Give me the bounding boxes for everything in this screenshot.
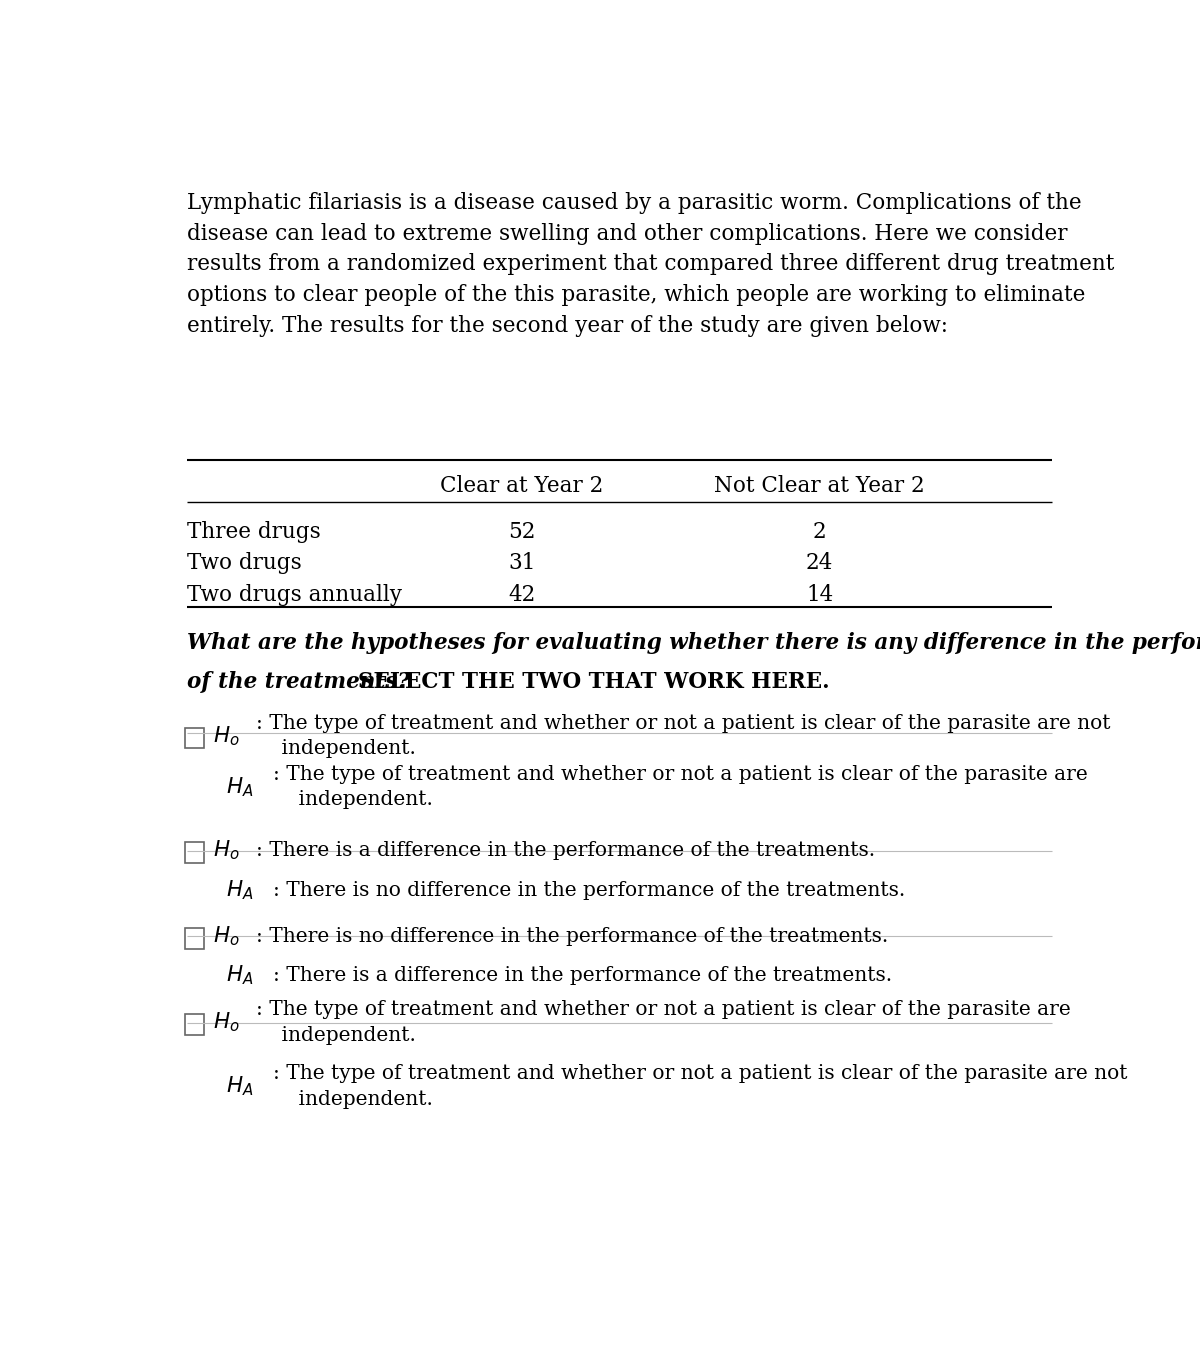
Text: : There is a difference in the performance of the treatments.: : There is a difference in the performan… bbox=[256, 841, 875, 860]
Text: 31: 31 bbox=[509, 552, 535, 574]
Text: : The type of treatment and whether or not a patient is clear of the parasite ar: : The type of treatment and whether or n… bbox=[272, 1064, 1127, 1109]
Text: $H_A$: $H_A$ bbox=[227, 964, 253, 987]
Text: SELECT THE TWO THAT WORK HERE.: SELECT THE TWO THAT WORK HERE. bbox=[343, 672, 830, 693]
Text: $H_A$: $H_A$ bbox=[227, 879, 253, 902]
Text: Three drugs: Three drugs bbox=[187, 521, 320, 543]
Text: $H_o$: $H_o$ bbox=[214, 724, 240, 747]
Text: 42: 42 bbox=[509, 584, 535, 605]
Text: Two drugs annually: Two drugs annually bbox=[187, 584, 402, 605]
Text: : There is no difference in the performance of the treatments.: : There is no difference in the performa… bbox=[272, 880, 905, 899]
Text: : There is a difference in the performance of the treatments.: : There is a difference in the performan… bbox=[272, 967, 892, 986]
Text: of the treatments?: of the treatments? bbox=[187, 672, 410, 693]
Text: 14: 14 bbox=[806, 584, 833, 605]
FancyBboxPatch shape bbox=[185, 727, 204, 749]
Text: $H_o$: $H_o$ bbox=[214, 925, 240, 948]
Text: 52: 52 bbox=[509, 521, 535, 543]
Text: : There is no difference in the performance of the treatments.: : There is no difference in the performa… bbox=[256, 926, 888, 945]
Text: Lymphatic filariasis is a disease caused by a parasitic worm. Complications of t: Lymphatic filariasis is a disease caused… bbox=[187, 192, 1115, 337]
Text: Two drugs: Two drugs bbox=[187, 552, 302, 574]
Text: 2: 2 bbox=[812, 521, 827, 543]
FancyBboxPatch shape bbox=[185, 1014, 204, 1034]
FancyBboxPatch shape bbox=[185, 927, 204, 949]
Text: $H_o$: $H_o$ bbox=[214, 1011, 240, 1034]
Text: What are the hypotheses for evaluating whether there is any difference in the pe: What are the hypotheses for evaluating w… bbox=[187, 631, 1200, 654]
FancyBboxPatch shape bbox=[185, 842, 204, 862]
Text: : The type of treatment and whether or not a patient is clear of the parasite ar: : The type of treatment and whether or n… bbox=[272, 765, 1087, 810]
Text: : The type of treatment and whether or not a patient is clear of the parasite ar: : The type of treatment and whether or n… bbox=[256, 714, 1110, 758]
Text: $H_o$: $H_o$ bbox=[214, 838, 240, 862]
Text: : The type of treatment and whether or not a patient is clear of the parasite ar: : The type of treatment and whether or n… bbox=[256, 1001, 1070, 1045]
Text: 24: 24 bbox=[806, 552, 833, 574]
Text: $H_A$: $H_A$ bbox=[227, 1075, 253, 1098]
Text: Not Clear at Year 2: Not Clear at Year 2 bbox=[714, 475, 925, 497]
Text: $H_A$: $H_A$ bbox=[227, 776, 253, 799]
Text: Clear at Year 2: Clear at Year 2 bbox=[440, 475, 604, 497]
